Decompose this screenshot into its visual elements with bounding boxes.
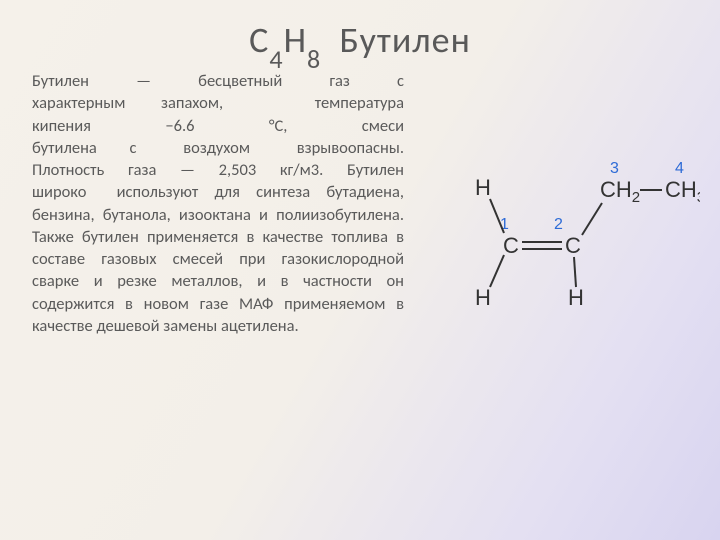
bond-c2-ch2 (582, 203, 602, 235)
formula-c: C (249, 18, 269, 62)
body-paragraph: Бутилен — бесцветный газ с характерным з… (32, 70, 404, 337)
atom-ch2: CH2 (600, 177, 640, 206)
atom-ch3: CH3 (665, 177, 700, 206)
num-3: 3 (610, 160, 619, 177)
bond-h-bl-c1 (490, 255, 504, 287)
structure-diagram: H H H C C CH2 CH3 1 2 3 4 (450, 155, 700, 335)
num-4: 4 (675, 160, 684, 177)
slide-title: C4H8 Бутилен (0, 18, 720, 67)
atom-h-br: H (568, 285, 584, 310)
bond-c2-h-br (574, 257, 576, 287)
atom-c1: C (503, 233, 519, 258)
atom-c2: C (565, 233, 581, 258)
formula-h: H (284, 18, 307, 62)
para-line-4: для синтеза бутадиена, бензина, бутанола… (32, 182, 404, 336)
atom-h-tl: H (475, 175, 491, 200)
num-2: 2 (554, 216, 563, 233)
atom-h-bl: H (475, 285, 491, 310)
compound-name: Бутилен (339, 18, 470, 62)
